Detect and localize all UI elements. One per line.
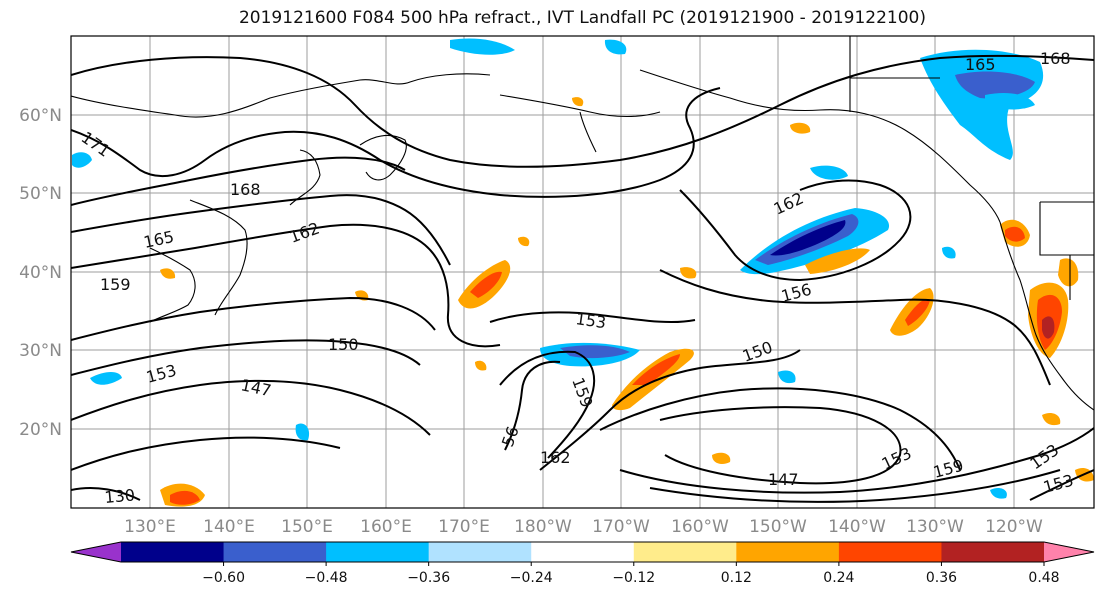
colorbar-segment	[326, 542, 430, 562]
lon-label: 140°W	[828, 517, 886, 537]
contour-label: 153	[574, 309, 607, 332]
colorbar-tick-label: −0.12	[612, 570, 655, 586]
coastlines	[71, 36, 1094, 411]
lon-label: 170°E	[438, 517, 490, 537]
colorbar-extend-low	[71, 542, 121, 562]
colorbar-tick-label: −0.60	[202, 570, 245, 586]
lon-label: 180°W	[514, 517, 572, 537]
contour-label: 162	[540, 448, 571, 467]
colorbar-tick-label: −0.36	[407, 570, 450, 586]
lat-label: 60°N	[19, 106, 62, 126]
colorbar-segment	[428, 542, 532, 562]
lon-label: 160°E	[360, 517, 412, 537]
lon-label: 170°W	[592, 517, 650, 537]
lat-label: 20°N	[19, 420, 62, 440]
contour-label: 168	[230, 180, 261, 199]
colorbar-segment	[531, 542, 635, 562]
colorbar-tick-label: 0.48	[1028, 570, 1059, 586]
lon-label: 160°W	[671, 517, 729, 537]
longitude-labels: 130°E 140°E 150°E 160°E 170°E 180°W 170°…	[124, 517, 1043, 537]
map-title: 2019121600 F084 500 hPa refract., IVT La…	[238, 8, 926, 28]
colorbar-tick-label: 0.36	[926, 570, 957, 586]
contour-lines	[71, 54, 1094, 503]
colorbar-segment	[121, 542, 225, 562]
lat-label: 40°N	[19, 263, 62, 283]
colorbar-segment	[633, 542, 737, 562]
latitude-labels: 60°N 50°N 40°N 30°N 20°N	[19, 106, 62, 440]
colorbar-segment	[736, 542, 840, 562]
lat-label: 30°N	[19, 341, 62, 361]
colorbar-segment	[941, 542, 1045, 562]
lon-label: 120°W	[985, 517, 1043, 537]
contour-label: 147	[768, 470, 799, 489]
contour-label: 159	[100, 275, 131, 294]
filled-anomaly-patches	[72, 38, 1094, 507]
contour-label: 168	[1040, 49, 1071, 68]
colorbar-tick-label: 0.12	[721, 570, 752, 586]
colorbar-tick-label: 0.24	[823, 570, 854, 586]
contour-label: 165	[965, 55, 996, 74]
lon-label: 140°E	[203, 517, 255, 537]
lon-label: 150°W	[749, 517, 807, 537]
lat-label: 50°N	[19, 184, 62, 204]
colorbar-segment	[223, 542, 327, 562]
map-frame	[70, 35, 1095, 509]
colorbar-segment	[838, 542, 942, 562]
lon-label: 130°W	[906, 517, 964, 537]
contour-label: 130	[104, 485, 136, 507]
lon-label: 150°E	[281, 517, 333, 537]
contour-label: 150	[328, 335, 359, 354]
lon-label: 130°E	[124, 517, 176, 537]
colorbar: −0.60 −0.48 −0.36 −0.24 −0.12 0.12 0.24 0.36 0.4…	[70, 541, 1095, 586]
colorbar-outline	[70, 541, 1095, 563]
colorbar-extend-high	[1044, 542, 1094, 562]
colorbar-tick-label: −0.24	[510, 570, 553, 586]
colorbar-tick-label: −0.48	[305, 570, 348, 586]
